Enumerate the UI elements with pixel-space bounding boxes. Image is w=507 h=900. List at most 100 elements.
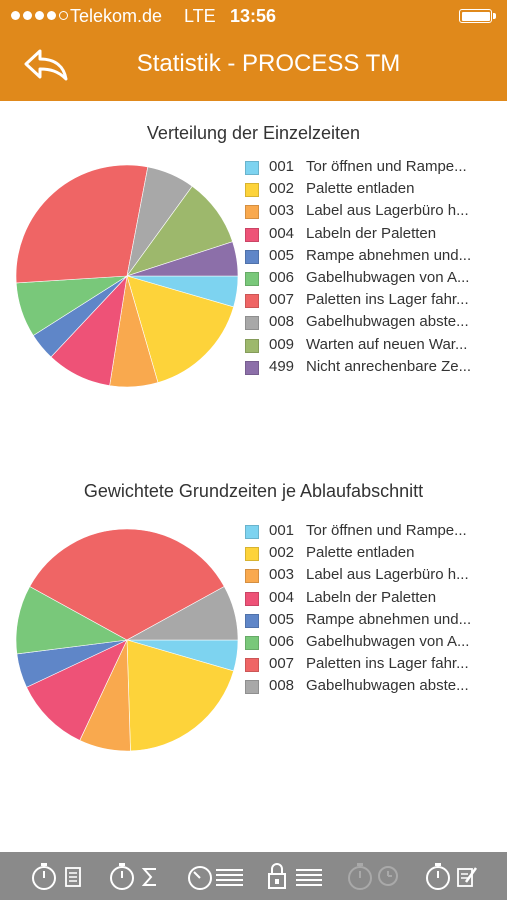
legend-swatch bbox=[245, 547, 259, 562]
legend-code: 009 bbox=[269, 335, 295, 353]
tab-stopwatch-edit[interactable] bbox=[422, 860, 482, 892]
legend-item-007: 007 Paletten ins Lager fahr... bbox=[245, 291, 507, 313]
battery-icon bbox=[459, 9, 496, 23]
header-bar: Telekom.de LTE 13:56 Statistik - PROCESS… bbox=[0, 0, 507, 101]
chart-title-einzelzeiten: Verteilung der Einzelzeiten bbox=[146, 123, 361, 143]
pie-slice-002 bbox=[126, 639, 234, 752]
legend-code: 004 bbox=[269, 588, 295, 606]
legend-label: Paletten ins Lager fahr... bbox=[306, 291, 469, 309]
stopwatch-document-icon bbox=[32, 863, 81, 890]
legend-item-006: 006 Gabelhubwagen von A... bbox=[245, 633, 507, 655]
legend-item-003: 003 Label aus Lagerbüro h... bbox=[245, 202, 507, 224]
tab-lock-list[interactable] bbox=[264, 860, 324, 892]
timer-list-icon bbox=[188, 866, 243, 890]
chart-title-grundzeiten: Gewichtete Grundzeiten je Ablaufabschnit… bbox=[83, 481, 424, 501]
legend-label: Label aus Lagerbüro h... bbox=[306, 566, 469, 584]
legend-item-005: 005 Rampe abnehmen und... bbox=[245, 247, 507, 269]
legend-item-004: 004 Labeln der Paletten bbox=[245, 589, 507, 611]
legend-label: Paletten ins Lager fahr... bbox=[306, 655, 469, 673]
legend-item-004: 004 Labeln der Paletten bbox=[245, 225, 507, 247]
legend-swatch bbox=[245, 360, 259, 375]
legend-label: Rampe abnehmen und... bbox=[306, 246, 472, 264]
legend-label: Tor öffnen und Rampe... bbox=[306, 522, 467, 539]
tab-timer-list[interactable] bbox=[186, 860, 246, 892]
tab-stopwatch-clock[interactable] bbox=[344, 860, 404, 892]
legend-item-003: 003 Label aus Lagerbüro h... bbox=[245, 566, 507, 588]
legend-swatch bbox=[245, 613, 259, 628]
pie-slice-004 bbox=[26, 639, 128, 741]
legend-code: 002 bbox=[269, 544, 295, 562]
legend-code: 005 bbox=[269, 610, 295, 628]
legend-label: Tor öffnen und Rampe... bbox=[306, 158, 467, 175]
legend-item-006: 006 Gabelhubwagen von A... bbox=[245, 269, 507, 291]
pie-chart-grundzeiten bbox=[15, 528, 239, 752]
legend-label: Labeln der Paletten bbox=[306, 224, 437, 242]
legend-label: Palette entladen bbox=[306, 544, 415, 562]
legend-swatch bbox=[245, 183, 259, 198]
legend-swatch bbox=[245, 161, 259, 175]
lock-list-icon bbox=[268, 863, 322, 889]
legend-code: 003 bbox=[269, 202, 295, 220]
stopwatch-edit-icon bbox=[426, 863, 478, 890]
legend-item-008: 008 Gabelhubwagen abste... bbox=[245, 677, 507, 699]
page-title: Statistik - PROCESS TM bbox=[136, 50, 401, 77]
pie-chart-einzelzeiten bbox=[15, 164, 239, 388]
legend-code: 003 bbox=[269, 566, 295, 584]
stopwatch-sum-icon bbox=[110, 863, 156, 890]
legend-code: 008 bbox=[269, 677, 295, 695]
legend-code: 007 bbox=[269, 655, 295, 673]
status-time: 13:56 bbox=[230, 6, 277, 26]
legend-item-009: 009 Warten auf neuen War... bbox=[245, 336, 507, 358]
legend-code: 008 bbox=[269, 313, 295, 331]
legend-label: Labeln der Paletten bbox=[306, 588, 437, 606]
network-type: LTE bbox=[184, 6, 216, 26]
pie-slice-007 bbox=[29, 528, 225, 641]
back-button[interactable] bbox=[22, 45, 70, 85]
legend-item-001: 001 Tor öffnen und Rampe... bbox=[245, 522, 507, 544]
tab-stopwatch-sum[interactable] bbox=[106, 860, 166, 892]
legend-label: Warten auf neuen War... bbox=[306, 335, 468, 353]
legend-code: 007 bbox=[269, 291, 295, 309]
tab-stopwatch-document[interactable] bbox=[28, 860, 88, 892]
reply-arrow-icon bbox=[24, 49, 68, 81]
legend-item-005: 005 Rampe abnehmen und... bbox=[245, 611, 507, 633]
legend-swatch bbox=[245, 227, 259, 242]
legend-item-008: 008 Gabelhubwagen abste... bbox=[245, 313, 507, 335]
pie-slice-002 bbox=[126, 275, 234, 383]
legend-code: 001 bbox=[269, 522, 295, 539]
legend-code: 006 bbox=[269, 269, 295, 286]
legend-label: Gabelhubwagen von A... bbox=[306, 269, 470, 286]
pie-slice-008 bbox=[126, 586, 239, 641]
bottom-tab-bar bbox=[0, 852, 507, 900]
status-bar: Telekom.de LTE 13:56 bbox=[0, 0, 507, 32]
legend-code: 004 bbox=[269, 224, 295, 242]
legend-swatch bbox=[245, 569, 259, 584]
carrier-name: Telekom.de bbox=[70, 6, 163, 26]
legend-label: Palette entladen bbox=[306, 180, 415, 198]
legend-swatch bbox=[245, 680, 259, 695]
pie-slice-499 bbox=[126, 241, 239, 277]
legend-swatch bbox=[245, 272, 259, 286]
stopwatch-clock-icon bbox=[348, 863, 398, 890]
legend-item-007: 007 Paletten ins Lager fahr... bbox=[245, 655, 507, 677]
legend-swatch bbox=[245, 338, 259, 353]
legend-swatch bbox=[245, 205, 259, 220]
legend-label: Gabelhubwagen von A... bbox=[306, 633, 470, 650]
legend-swatch bbox=[245, 636, 259, 650]
legend-label: Label aus Lagerbüro h... bbox=[306, 202, 469, 220]
legend-code: 005 bbox=[269, 246, 295, 264]
legend-code: 001 bbox=[269, 158, 295, 175]
legend-item-499: 499 Nicht anrechenbare Ze... bbox=[245, 358, 507, 380]
pie-slice-007 bbox=[15, 164, 149, 284]
legend-swatch bbox=[245, 525, 259, 539]
legend-label: Gabelhubwagen abste... bbox=[306, 313, 469, 331]
legend-item-002: 002 Palette entladen bbox=[245, 544, 507, 566]
legend-label: Nicht anrechenbare Ze... bbox=[306, 357, 472, 375]
legend-label: Rampe abnehmen und... bbox=[306, 610, 472, 628]
legend-code: 002 bbox=[269, 180, 295, 198]
legend-item-001: 001 Tor öffnen und Rampe... bbox=[245, 158, 507, 180]
legend-swatch bbox=[245, 294, 259, 309]
legend-swatch bbox=[245, 316, 259, 331]
legend-code: 499 bbox=[269, 357, 295, 375]
legend-code: 006 bbox=[269, 633, 295, 650]
